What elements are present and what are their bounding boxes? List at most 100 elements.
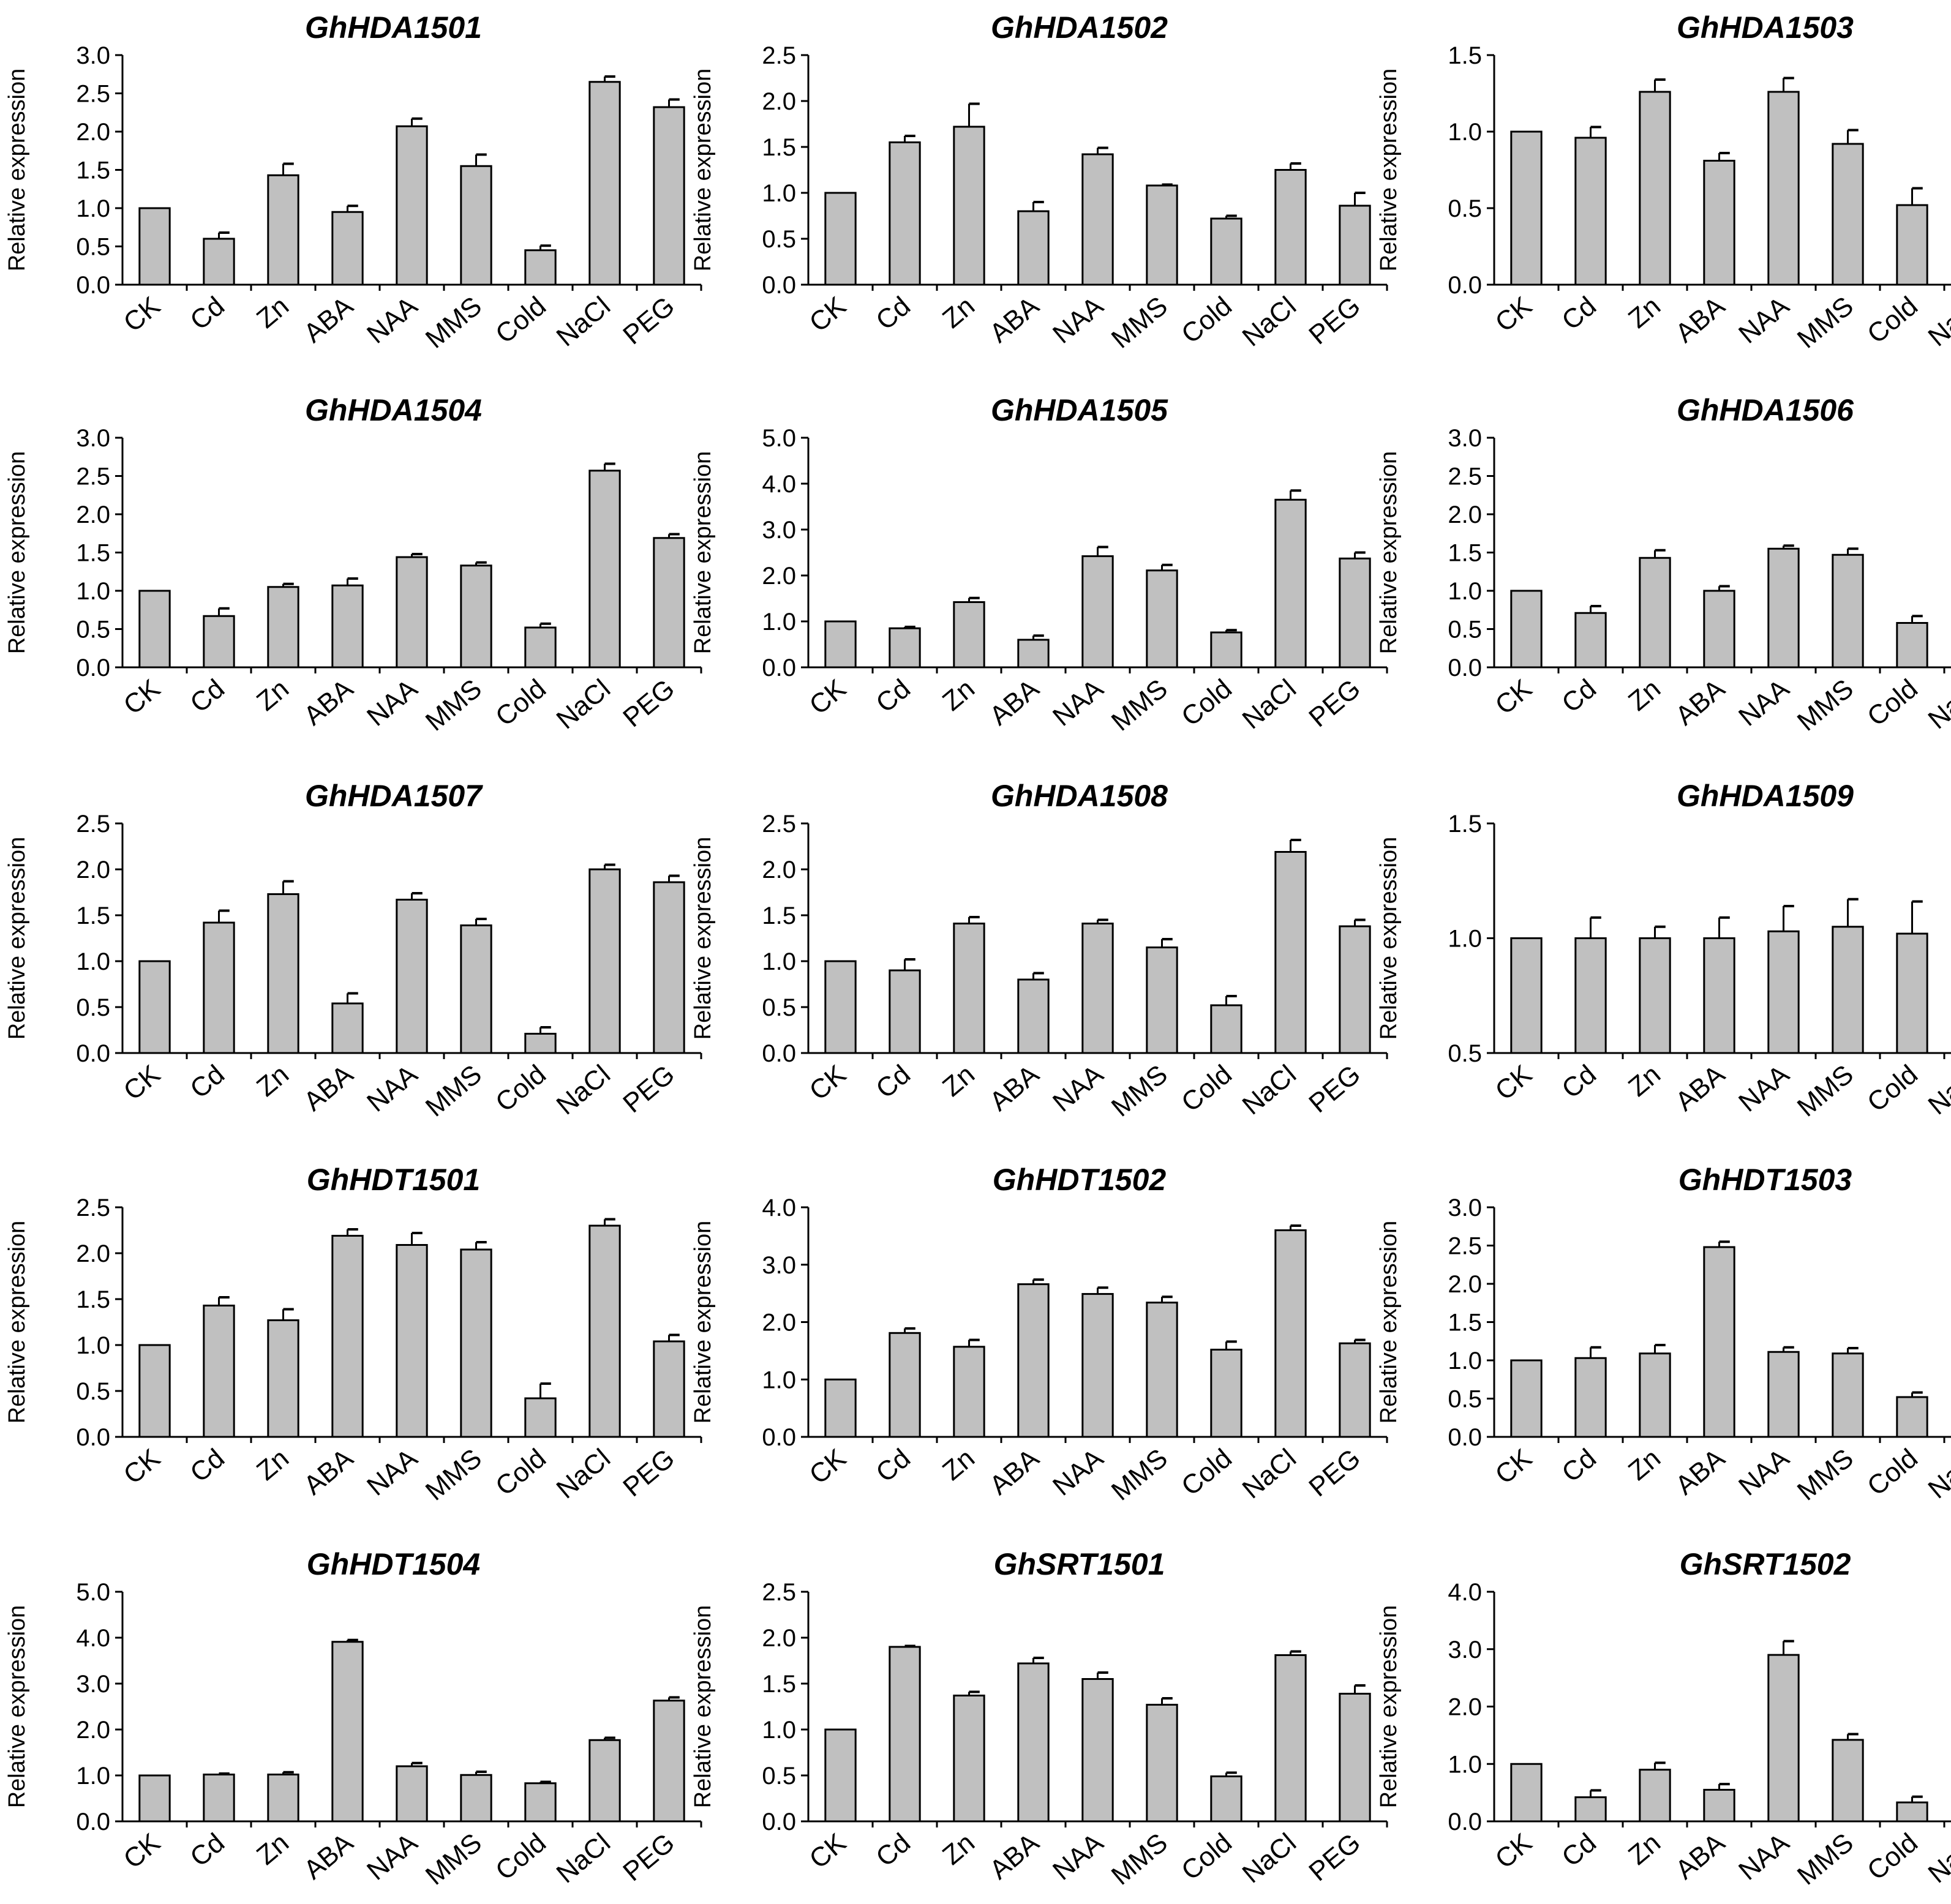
y-tick-label: 1.0 <box>76 1332 110 1359</box>
x-tick-label: Cd <box>184 291 230 336</box>
panel-GhHDA1509: GhHDA1509 Relative expression 0.5 1.0 1.5 CK C… <box>1376 779 1951 1123</box>
bar <box>588 470 621 669</box>
y-tick-label: 2.5 <box>76 81 110 108</box>
x-tick-label: Cd <box>870 1059 916 1104</box>
x-tick-label: CK <box>804 673 852 721</box>
x-tick-label: NaCl <box>1923 1059 1951 1120</box>
bar <box>953 1695 985 1823</box>
bar <box>1896 622 1928 669</box>
y-tick-label: 1.0 <box>76 578 110 605</box>
y-tick-label: 0.0 <box>762 1040 796 1067</box>
x-tick-label: ABA <box>984 673 1045 732</box>
y-tick-label: 2.0 <box>762 88 796 115</box>
bar <box>653 1700 685 1823</box>
panel-title: GhHDA1508 <box>991 779 1168 813</box>
x-tick-label: MMS <box>1792 1059 1859 1123</box>
x-tick-label: NaCl <box>551 1443 616 1504</box>
y-tick-label: 4.0 <box>762 471 796 498</box>
x-tick-label: Zn <box>937 291 980 334</box>
y-tick-label: 3.0 <box>76 42 110 69</box>
x-tick-label: NaCl <box>551 673 616 735</box>
x-tick-label: ABA <box>298 673 359 732</box>
bar <box>1767 1351 1800 1438</box>
bar <box>138 1344 171 1438</box>
x-tick-label: NAA <box>1047 1443 1109 1502</box>
y-tick-label: 1.5 <box>76 902 110 929</box>
bar <box>203 1305 235 1438</box>
bar <box>953 601 985 669</box>
bar <box>1274 851 1307 1054</box>
bar <box>1146 1704 1178 1823</box>
x-tick-label: ABA <box>984 1443 1045 1501</box>
bar <box>1017 1662 1050 1823</box>
y-tick-label: 1.0 <box>1448 1751 1482 1778</box>
bar <box>396 556 428 669</box>
bar <box>1767 547 1800 669</box>
x-tick-label: PEG <box>1303 291 1366 350</box>
x-tick-label: Cd <box>870 291 916 336</box>
bar <box>653 106 685 286</box>
y-tick-label: 1.5 <box>76 540 110 567</box>
bar <box>889 1332 921 1438</box>
y-tick-label: 3.0 <box>76 425 110 452</box>
y-axis-label: Relative expression <box>1376 1221 1402 1424</box>
bar <box>824 620 857 669</box>
x-tick-label: ABA <box>1670 1827 1731 1886</box>
y-tick-label: 2.0 <box>762 1310 796 1336</box>
panel-title: GhHDA1503 <box>1677 10 1854 45</box>
bar <box>1210 217 1242 286</box>
y-tick-label: 0.5 <box>1448 617 1482 643</box>
y-tick-label: 3.0 <box>762 517 796 544</box>
bar <box>1703 160 1735 286</box>
x-tick-label: NaCl <box>1923 1443 1951 1504</box>
bar <box>588 1224 621 1438</box>
x-tick-label: Cold <box>1176 1443 1238 1502</box>
bar <box>138 590 171 669</box>
x-tick-label: NAA <box>1047 1827 1109 1886</box>
y-tick-label: 0.0 <box>762 272 796 299</box>
x-tick-label: Cold <box>1862 673 1923 732</box>
y-tick-label: 4.0 <box>1448 1579 1482 1606</box>
bar <box>889 627 921 669</box>
x-tick-label: NAA <box>1733 673 1795 732</box>
y-tick-label: 0.0 <box>76 1808 110 1835</box>
y-tick-label: 1.0 <box>762 609 796 635</box>
bar <box>460 564 492 669</box>
x-tick-label: MMS <box>1106 673 1173 737</box>
bar <box>460 1248 492 1438</box>
x-tick-label: NAA <box>1047 1059 1109 1118</box>
bar <box>203 1774 235 1823</box>
bar <box>331 584 364 669</box>
y-axis-label: Relative expression <box>690 1605 716 1808</box>
bar <box>331 211 364 286</box>
y-tick-label: 1.5 <box>1448 540 1482 567</box>
x-tick-label: PEG <box>617 1443 680 1502</box>
bar <box>889 969 921 1054</box>
y-tick-label: 1.5 <box>1448 811 1482 838</box>
bar <box>1574 612 1607 669</box>
x-tick-label: PEG <box>1303 673 1366 733</box>
x-tick-label: PEG <box>617 1827 680 1887</box>
bar <box>524 1782 557 1823</box>
bar <box>1703 1788 1735 1823</box>
panel-title: GhHDA1505 <box>991 393 1168 427</box>
bar <box>1832 1739 1864 1823</box>
x-tick-label: ABA <box>1670 673 1731 732</box>
bar <box>953 923 985 1054</box>
x-tick-label: MMS <box>420 673 487 737</box>
x-tick-label: ABA <box>298 291 359 349</box>
bar <box>1146 184 1178 286</box>
y-tick-label: 3.0 <box>1448 425 1482 452</box>
x-tick-label: NaCl <box>1923 291 1951 352</box>
y-tick-label: 2.5 <box>1448 463 1482 490</box>
x-tick-label: ABA <box>1670 291 1731 349</box>
y-tick-label: 2.5 <box>762 811 796 838</box>
y-tick-label: 0.0 <box>76 1040 110 1067</box>
bar <box>889 141 921 286</box>
y-tick-label: 1.0 <box>76 195 110 222</box>
y-tick-label: 4.0 <box>762 1194 796 1221</box>
y-tick-label: 2.0 <box>762 563 796 590</box>
bar <box>1510 590 1543 669</box>
bar <box>1767 930 1800 1054</box>
panel-GhHDT1504: GhHDT1504 Relative expression 0.0 1.0 2.0 3.0… <box>4 1547 702 1891</box>
